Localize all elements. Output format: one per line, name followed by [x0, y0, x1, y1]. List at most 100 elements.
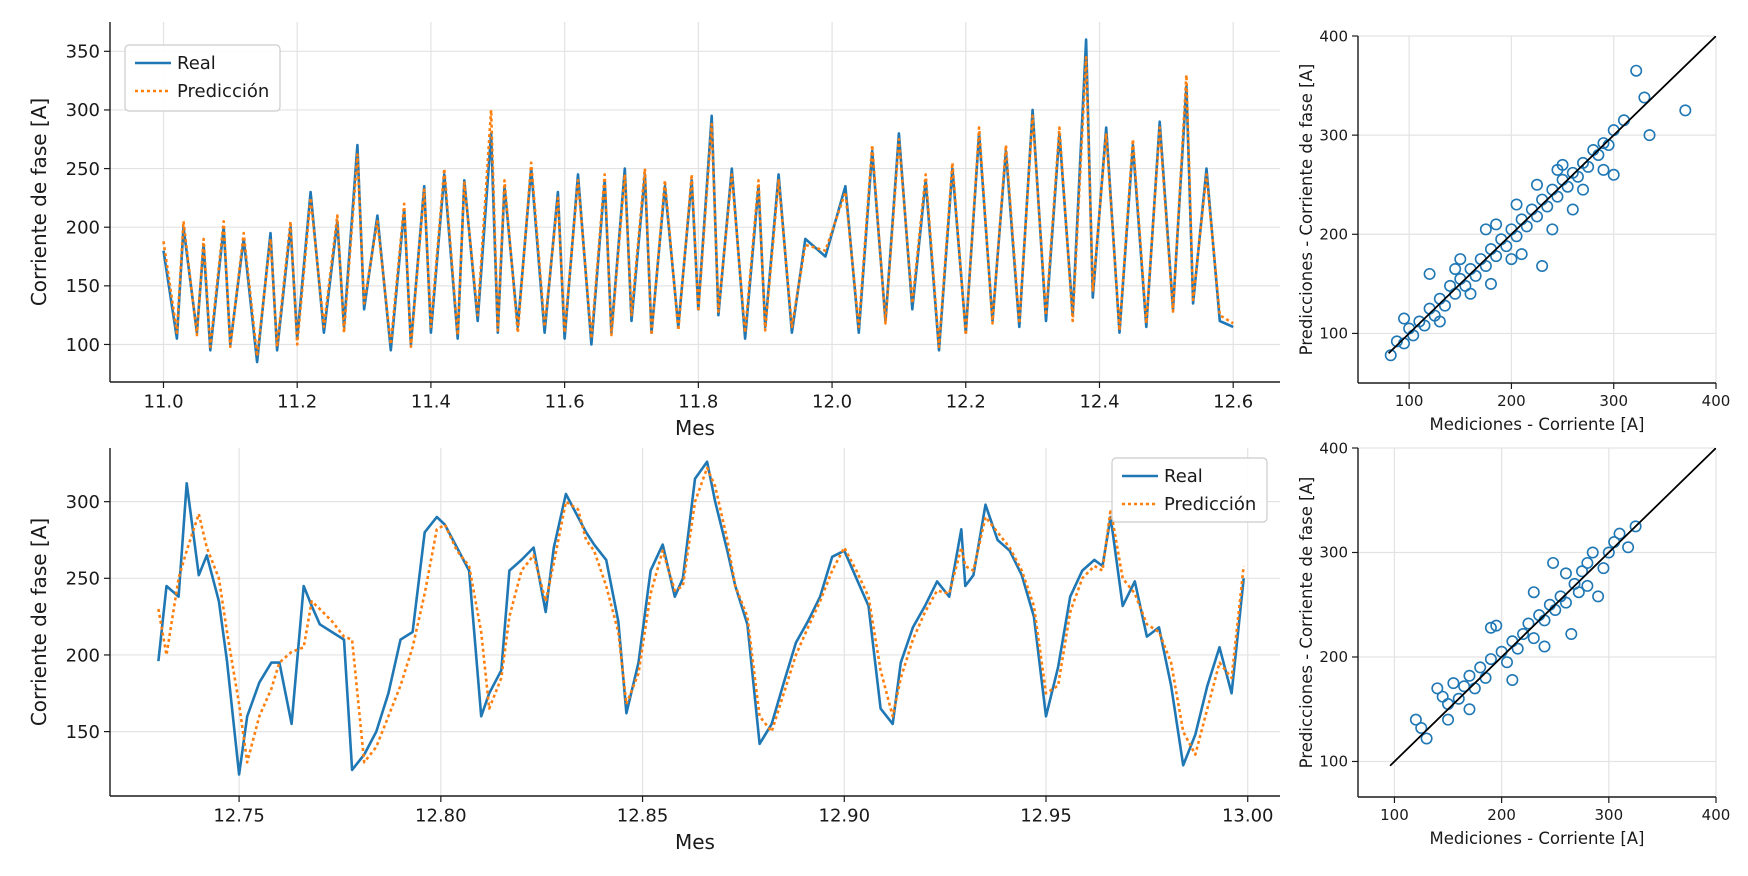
scatter-point — [1500, 656, 1513, 669]
y-tick-label: 200 — [66, 218, 100, 239]
x-axis-label: Mediciones - Corriente [A] — [1430, 829, 1645, 848]
x-tick-label: 12.2 — [946, 391, 986, 412]
scatter-point — [1581, 579, 1594, 592]
scatter-point — [1546, 183, 1559, 196]
legend-label: Real — [177, 53, 216, 74]
scatter-point — [1490, 250, 1503, 263]
scatter-point — [1643, 129, 1656, 142]
scatter-point — [1479, 671, 1492, 684]
scatter-point — [1613, 527, 1626, 540]
y-tick-label: 300 — [66, 492, 100, 513]
scatter-point — [1586, 546, 1599, 559]
plot-area — [157, 460, 1245, 776]
scatter-point — [1409, 713, 1422, 726]
chart-ts2: 12.75 12.80 12.85 12.90 12.95 13.00 150 200 250 3… — [27, 448, 1280, 854]
y-tick-label: 400 — [1319, 27, 1348, 45]
scatter-point — [1597, 562, 1610, 575]
scatter-point — [1469, 269, 1482, 282]
scatter-point — [1561, 180, 1574, 193]
scatter-point — [1607, 168, 1620, 181]
scatter-point — [1602, 546, 1615, 559]
scatter-point — [1398, 312, 1411, 325]
scatter-point — [1525, 203, 1538, 216]
y-tick-label: 100 — [1319, 325, 1348, 343]
plot-area — [162, 38, 1234, 364]
scatter-point — [1506, 635, 1519, 648]
scatter-point — [1490, 218, 1503, 231]
y-tick-label: 300 — [1319, 126, 1348, 144]
legend-label: Real — [1164, 466, 1203, 487]
scatter-point — [1449, 262, 1462, 275]
y-tick-label: 300 — [66, 100, 100, 121]
y-tick-label: 100 — [1319, 753, 1348, 771]
y-axis-label: Predicciones - Corriente de fase [A] — [1297, 477, 1316, 769]
x-tick-label: 12.75 — [213, 805, 265, 826]
x-axis-label: Mediciones - Corriente [A] — [1430, 415, 1645, 434]
chart-sc2: 100 200 300 400 100 200 300 400 Mediciones - Cor… — [1297, 439, 1730, 848]
scatter-point — [1629, 520, 1642, 533]
scatter-point — [1474, 253, 1487, 266]
x-tick-label: 13.00 — [1222, 805, 1274, 826]
scatter-point — [1415, 722, 1428, 735]
series-line-prediccion — [157, 466, 1245, 764]
scatter-point — [1556, 173, 1569, 186]
x-tick-label: 11.8 — [678, 391, 718, 412]
scatter-point — [1592, 590, 1605, 603]
scatter-point — [1500, 240, 1513, 253]
scatter-point — [1571, 170, 1584, 183]
legend-label: Predicción — [1164, 494, 1256, 515]
scatter-point — [1527, 586, 1540, 599]
scatter-point — [1438, 299, 1451, 312]
scatter-point — [1638, 91, 1651, 104]
scatter-point — [1447, 677, 1460, 690]
scatter-point — [1522, 617, 1535, 630]
x-tick-label: 11.2 — [277, 391, 317, 412]
scatter-point — [1431, 682, 1444, 695]
plot-area — [1384, 36, 1716, 362]
scatter-point — [1398, 337, 1411, 350]
scatter-point — [1463, 669, 1476, 682]
x-tick-label: 12.4 — [1079, 391, 1119, 412]
scatter-point — [1536, 193, 1549, 206]
x-tick-label: 400 — [1702, 806, 1731, 824]
x-tick-label: 400 — [1702, 392, 1731, 410]
y-tick-label: 150 — [66, 276, 100, 297]
scatter-point — [1495, 233, 1508, 246]
legend: Real Predicción — [124, 44, 281, 112]
y-tick-label: 100 — [66, 335, 100, 356]
scatter-point — [1454, 253, 1467, 266]
scatter-point — [1630, 64, 1643, 77]
scatter-point — [1420, 732, 1433, 745]
scatter-point — [1622, 541, 1635, 554]
x-tick-label: 200 — [1497, 392, 1526, 410]
scatter-point — [1527, 632, 1540, 645]
scatter-point — [1582, 160, 1595, 173]
x-axis-label: Mes — [675, 416, 715, 440]
y-axis-label: Corriente de fase [A] — [27, 98, 51, 306]
chart-ts1: 11.0 11.2 11.4 11.6 11.8 12.0 12.2 12.4 12.6 100 1… — [27, 22, 1280, 440]
scatter-point — [1463, 703, 1476, 716]
scatter-point — [1423, 267, 1436, 280]
scatter-point — [1442, 713, 1455, 726]
identity-line — [1389, 448, 1716, 767]
y-tick-label: 250 — [66, 569, 100, 590]
legend: Real Predicción — [1111, 457, 1268, 523]
x-tick-label: 12.90 — [819, 805, 871, 826]
y-axis-label: Corriente de fase [A] — [27, 518, 51, 726]
scatter-point — [1538, 640, 1551, 653]
scatter-point — [1454, 272, 1467, 285]
y-tick-label: 200 — [1319, 648, 1348, 666]
scatter-point — [1442, 698, 1455, 711]
scatter-point — [1577, 183, 1590, 196]
scatter-point — [1581, 556, 1594, 569]
series-line-real — [157, 460, 1245, 776]
scatter-point — [1511, 642, 1524, 655]
scatter-point — [1436, 690, 1449, 703]
y-tick-label: 250 — [66, 159, 100, 180]
scatter-point — [1559, 596, 1572, 609]
scatter-point — [1536, 260, 1549, 273]
x-tick-label: 12.80 — [415, 805, 467, 826]
scatter-point — [1433, 292, 1446, 305]
scatter-point — [1510, 230, 1523, 243]
scatter-point — [1505, 253, 1518, 266]
